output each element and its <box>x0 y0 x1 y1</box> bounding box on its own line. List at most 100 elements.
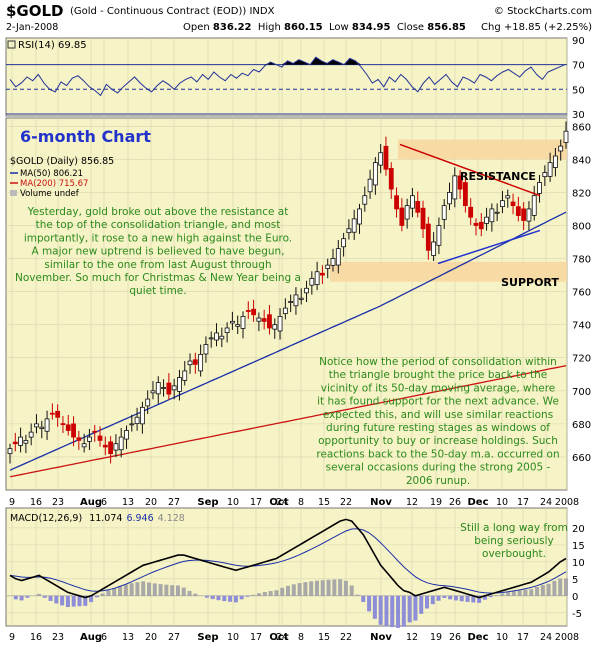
candle-body-49 <box>267 314 272 329</box>
macd-hist-36 <box>216 595 221 601</box>
candle-body-84 <box>452 175 458 200</box>
brand-watermark: © StockCharts.com <box>493 6 592 17</box>
macd-hist-93 <box>546 583 551 596</box>
price-tick-860: 860 <box>572 122 591 133</box>
x-label-macd-18: 19 <box>430 632 442 643</box>
macd-hist-70 <box>413 595 418 621</box>
candle-body-45 <box>245 310 251 312</box>
annotation-top: Yesterday, gold broke out above the resi… <box>15 206 301 297</box>
candle-body-92 <box>494 211 500 214</box>
candle-body-103 <box>553 155 558 168</box>
candle-body-2 <box>18 436 23 446</box>
macd-legend-signal: 6.946 <box>126 513 153 524</box>
macd-hist-74 <box>436 595 441 601</box>
macd-hist-81 <box>477 595 482 603</box>
macd-hist-12 <box>77 595 82 607</box>
macd-hist-82 <box>482 595 487 600</box>
candle-body-81 <box>436 225 442 246</box>
macd-hist-95 <box>558 578 563 596</box>
x-label-macd-22: 17 <box>517 632 529 643</box>
macd-hist-27 <box>164 584 169 596</box>
x-label-macd-6: 20 <box>145 632 157 643</box>
price-panel <box>5 117 568 491</box>
macd-hist-52 <box>309 581 314 596</box>
macd-hist-65 <box>384 595 389 627</box>
rsi-tick-50: 50 <box>572 85 585 96</box>
macd-hist-56 <box>332 579 337 596</box>
macd-hist-9 <box>60 595 65 606</box>
candle-body-87 <box>468 206 474 218</box>
price-tick-720: 720 <box>572 354 591 365</box>
candle-body-83 <box>447 191 452 205</box>
x-label-macd-7: 27 <box>168 632 180 643</box>
candle-body-30 <box>166 382 172 395</box>
candle-body-39 <box>214 332 219 341</box>
macd-hist-64 <box>378 595 383 625</box>
macd-hist-53 <box>314 580 319 596</box>
ma50-line <box>9 211 567 471</box>
macd-legend-macd: 11.074 <box>89 513 122 524</box>
macd-hist-87 <box>511 591 516 596</box>
price-tick-780: 780 <box>572 255 591 266</box>
annotation-bottom: Notice how the period of consolidation w… <box>316 356 559 487</box>
x-label-15: 22 <box>340 497 352 508</box>
chart-header: $GOLD (Gold - Continuous Contract (EOD))… <box>0 0 598 38</box>
candle-body-80 <box>431 241 437 256</box>
candle-body-95 <box>510 201 516 207</box>
candle-body-18 <box>102 444 108 448</box>
macd-hist-26 <box>158 584 163 596</box>
x-label-macd-2: 23 <box>52 632 64 643</box>
macd-hist-75 <box>442 595 447 599</box>
candle-body-88 <box>473 222 479 226</box>
candle-body-46 <box>251 308 256 316</box>
rsi-tick-70: 70 <box>572 61 585 72</box>
x-label-macd-9: 10 <box>227 632 239 643</box>
candle-body-99 <box>531 195 537 216</box>
macd-hist-92 <box>540 585 545 596</box>
macd-hist-62 <box>367 595 372 612</box>
price-tick-760: 760 <box>572 288 591 299</box>
macd-hist-42 <box>251 594 256 596</box>
candle-body-35 <box>192 359 198 365</box>
rsi-tick-30: 30 <box>572 110 585 121</box>
price-tick-840: 840 <box>572 155 591 166</box>
candle-body-21 <box>118 436 124 451</box>
candle-body-25 <box>139 406 145 425</box>
candle-body-22 <box>124 430 129 440</box>
macd-hist-47 <box>280 587 285 596</box>
x-label-23: 24 <box>540 497 552 508</box>
macd-hist-68 <box>401 595 406 627</box>
change-value: Chg +18.85 (+2.25%) <box>481 22 592 33</box>
candle-body-56 <box>304 287 309 294</box>
price-tick-740: 740 <box>572 321 591 332</box>
close-label: Close <box>396 22 425 33</box>
macd-hist-2 <box>19 595 24 601</box>
x-label-macd-15: 22 <box>340 632 352 643</box>
price-tick-660: 660 <box>572 453 591 464</box>
candle-body-8 <box>49 412 55 415</box>
candle-body-0 <box>7 448 13 455</box>
legend-ma200: MA(200) 715.67 <box>20 179 88 189</box>
candle-body-102 <box>547 162 553 177</box>
candle-body-73 <box>394 195 399 210</box>
macd-hist-78 <box>459 595 464 602</box>
rsi-panel <box>5 37 568 117</box>
macd-signal-line <box>9 528 567 594</box>
macd-legend-name: MACD(12,26,9) <box>10 513 82 524</box>
macd-hist-1 <box>13 595 18 600</box>
macd-tick-10: 10 <box>572 558 585 569</box>
candle-body-66 <box>357 208 362 225</box>
macd-hist-19 <box>118 586 123 596</box>
macd-hist-34 <box>204 595 209 598</box>
macd-hist-63 <box>372 595 377 619</box>
macd-hist-20 <box>123 584 128 596</box>
candle-body-53 <box>288 301 294 303</box>
macd-hist-10 <box>65 595 70 608</box>
candle-body-58 <box>314 271 320 285</box>
candle-body-26 <box>145 398 151 407</box>
candle-body-63 <box>341 238 347 248</box>
candle-body-42 <box>229 320 235 324</box>
candle-body-24 <box>134 416 140 424</box>
macd-hist-72 <box>425 595 429 609</box>
